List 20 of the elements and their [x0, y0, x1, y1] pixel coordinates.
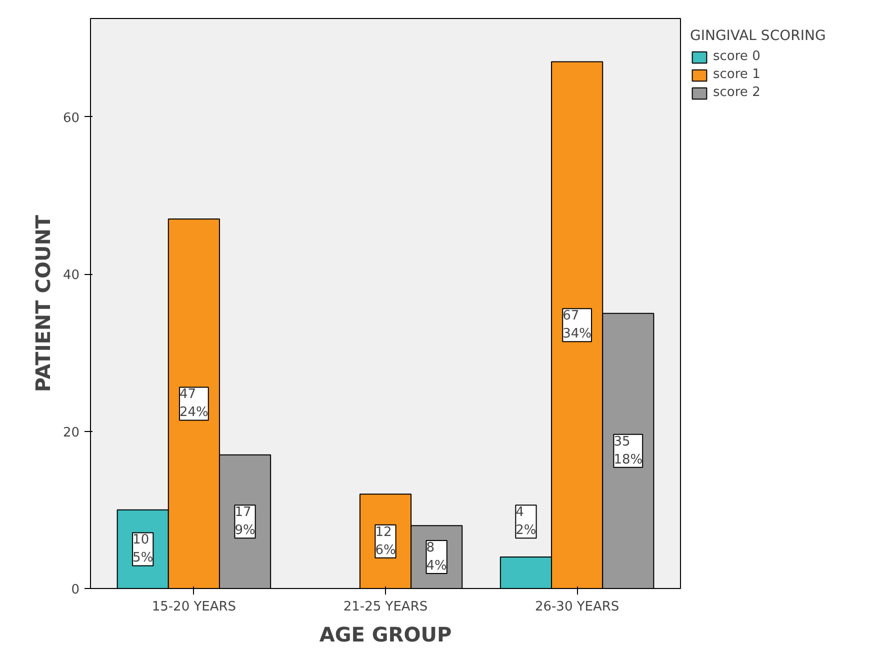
data-label: 12 6%: [375, 524, 396, 558]
data-label: 67 34%: [562, 308, 592, 342]
data-label: 17 9%: [234, 505, 256, 538]
x-axis-title: AGE GROUP: [319, 622, 452, 646]
data-label: 10 5%: [132, 532, 154, 566]
x-tick-label: 21-25 YEARS: [343, 600, 428, 614]
legend-title: GINGIVAL SCORING: [690, 28, 826, 44]
y-tick-label: 20: [62, 425, 80, 440]
data-label: 4 2%: [516, 505, 536, 538]
y-tick-label: 0: [71, 582, 80, 598]
x-tick-label: 15-20 YEARS: [152, 600, 236, 614]
data-label: 35 18%: [614, 434, 643, 468]
y-tick-label: 40: [62, 268, 80, 284]
x-tick-label: 26-30 YEARS: [534, 600, 620, 614]
y-tick-label: 60: [62, 110, 80, 126]
y-axis-title: PATIENT COUNT: [30, 214, 55, 392]
legend-label: score 0: [713, 49, 760, 64]
legend-label: score 1: [713, 67, 760, 82]
legend-label: score 2: [713, 85, 760, 100]
data-label: 47 24%: [179, 387, 208, 420]
